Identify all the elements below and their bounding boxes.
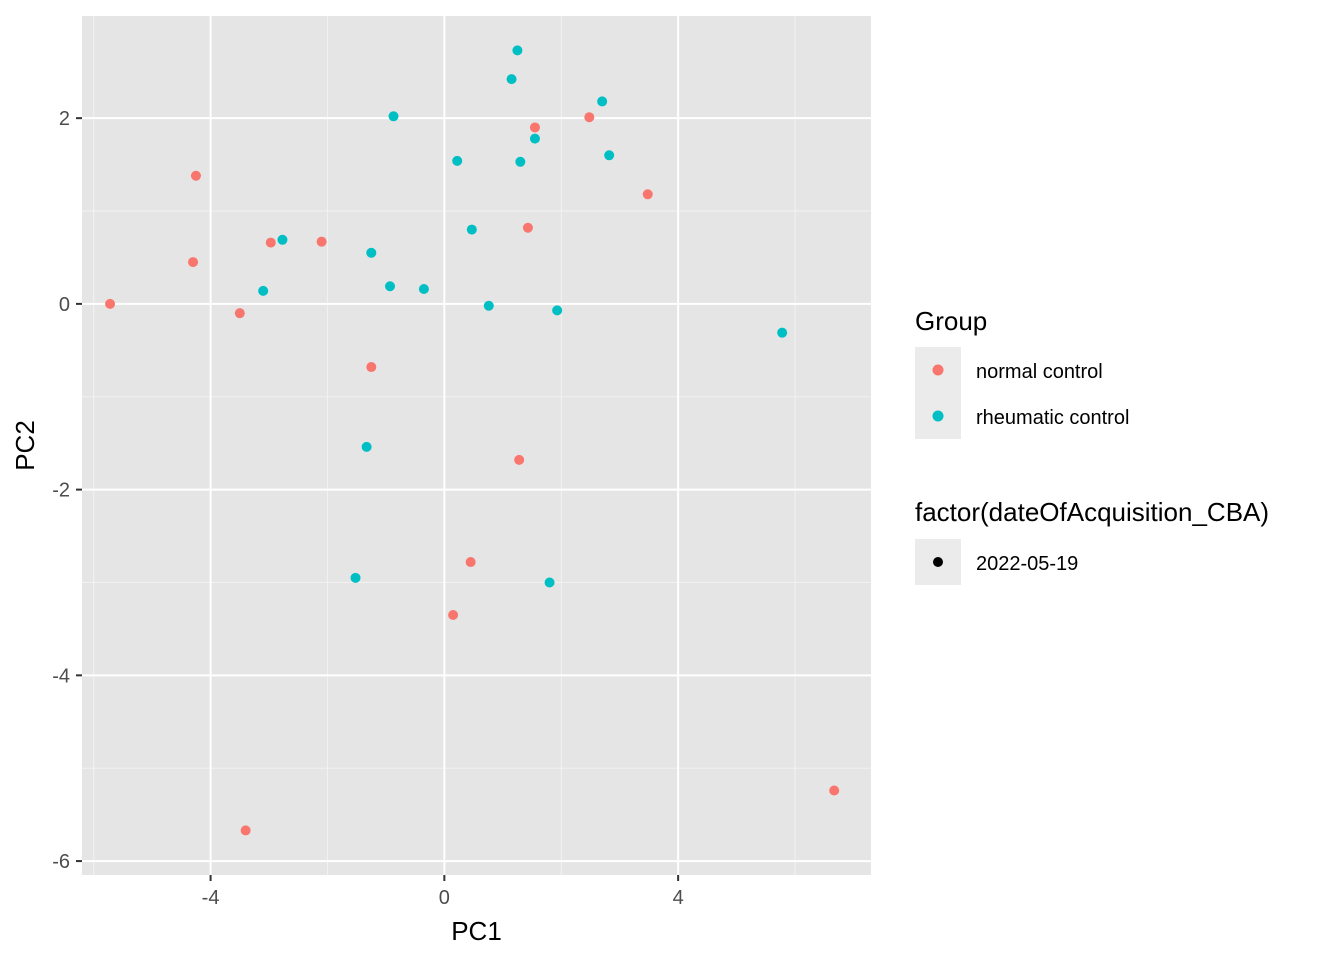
panel-background: [82, 16, 871, 875]
point-rheumatic-control: [544, 577, 555, 588]
legend-label-date: 2022-05-19: [976, 553, 1078, 575]
point-normal-control: [105, 298, 116, 309]
y-tick-label: -4: [52, 665, 70, 687]
legend-swatch-normal-control: [932, 364, 944, 376]
legend-group: Group normal control rheumatic control: [915, 306, 1129, 439]
point-rheumatic-control: [350, 572, 361, 583]
legend-label-normal-control: normal control: [976, 361, 1103, 383]
y-axis-title: PC2: [10, 420, 40, 471]
legend-date: factor(dateOfAcquisition_CBA) 2022-05-19: [915, 497, 1269, 585]
point-rheumatic-control: [361, 441, 372, 452]
point-rheumatic-control: [597, 96, 608, 107]
point-normal-control: [448, 609, 459, 620]
point-normal-control: [465, 557, 476, 568]
point-rheumatic-control: [552, 305, 563, 316]
point-rheumatic-control: [512, 45, 523, 56]
point-rheumatic-control: [529, 133, 540, 144]
point-normal-control: [188, 257, 199, 268]
x-axis-title: PC1: [451, 916, 502, 946]
point-rheumatic-control: [277, 234, 288, 245]
point-normal-control: [190, 170, 201, 181]
point-normal-control: [514, 454, 525, 465]
legend-label-rheumatic-control: rheumatic control: [976, 407, 1129, 429]
point-rheumatic-control: [506, 74, 517, 85]
point-rheumatic-control: [466, 224, 477, 235]
point-normal-control: [529, 122, 540, 133]
point-rheumatic-control: [483, 300, 494, 311]
point-normal-control: [584, 112, 595, 123]
point-rheumatic-control: [385, 281, 396, 292]
legend-swatch-date: [933, 557, 943, 567]
point-rheumatic-control: [604, 150, 615, 161]
point-rheumatic-control: [777, 327, 788, 338]
point-normal-control: [316, 236, 327, 247]
y-tick-label: 0: [59, 294, 70, 316]
legend-swatch-rheumatic-control: [932, 410, 944, 422]
point-rheumatic-control: [258, 285, 269, 296]
x-tick-label: 0: [439, 887, 450, 909]
x-tick-label: -4: [202, 887, 220, 909]
legend-title-date: factor(dateOfAcquisition_CBA): [915, 497, 1269, 527]
y-tick-label: 2: [59, 108, 70, 130]
point-normal-control: [265, 237, 276, 248]
point-rheumatic-control: [418, 284, 429, 295]
point-rheumatic-control: [366, 247, 377, 258]
point-rheumatic-control: [452, 155, 463, 166]
point-normal-control: [522, 222, 533, 233]
y-tick-label: -6: [52, 851, 70, 873]
point-normal-control: [234, 308, 245, 319]
point-rheumatic-control: [388, 111, 399, 122]
y-tick-label: -2: [52, 480, 70, 502]
axes: -4 0 4 2 0 -2 -4 -6: [52, 108, 683, 909]
major-grid: [82, 16, 871, 875]
point-normal-control: [829, 785, 840, 796]
point-normal-control: [642, 189, 653, 200]
point-rheumatic-control: [515, 156, 526, 167]
point-normal-control: [366, 362, 377, 373]
data-points: [105, 45, 840, 836]
minor-grid: [82, 16, 871, 875]
legend-title-group: Group: [915, 306, 987, 336]
x-tick-label: 4: [673, 887, 684, 909]
point-normal-control: [240, 825, 251, 836]
